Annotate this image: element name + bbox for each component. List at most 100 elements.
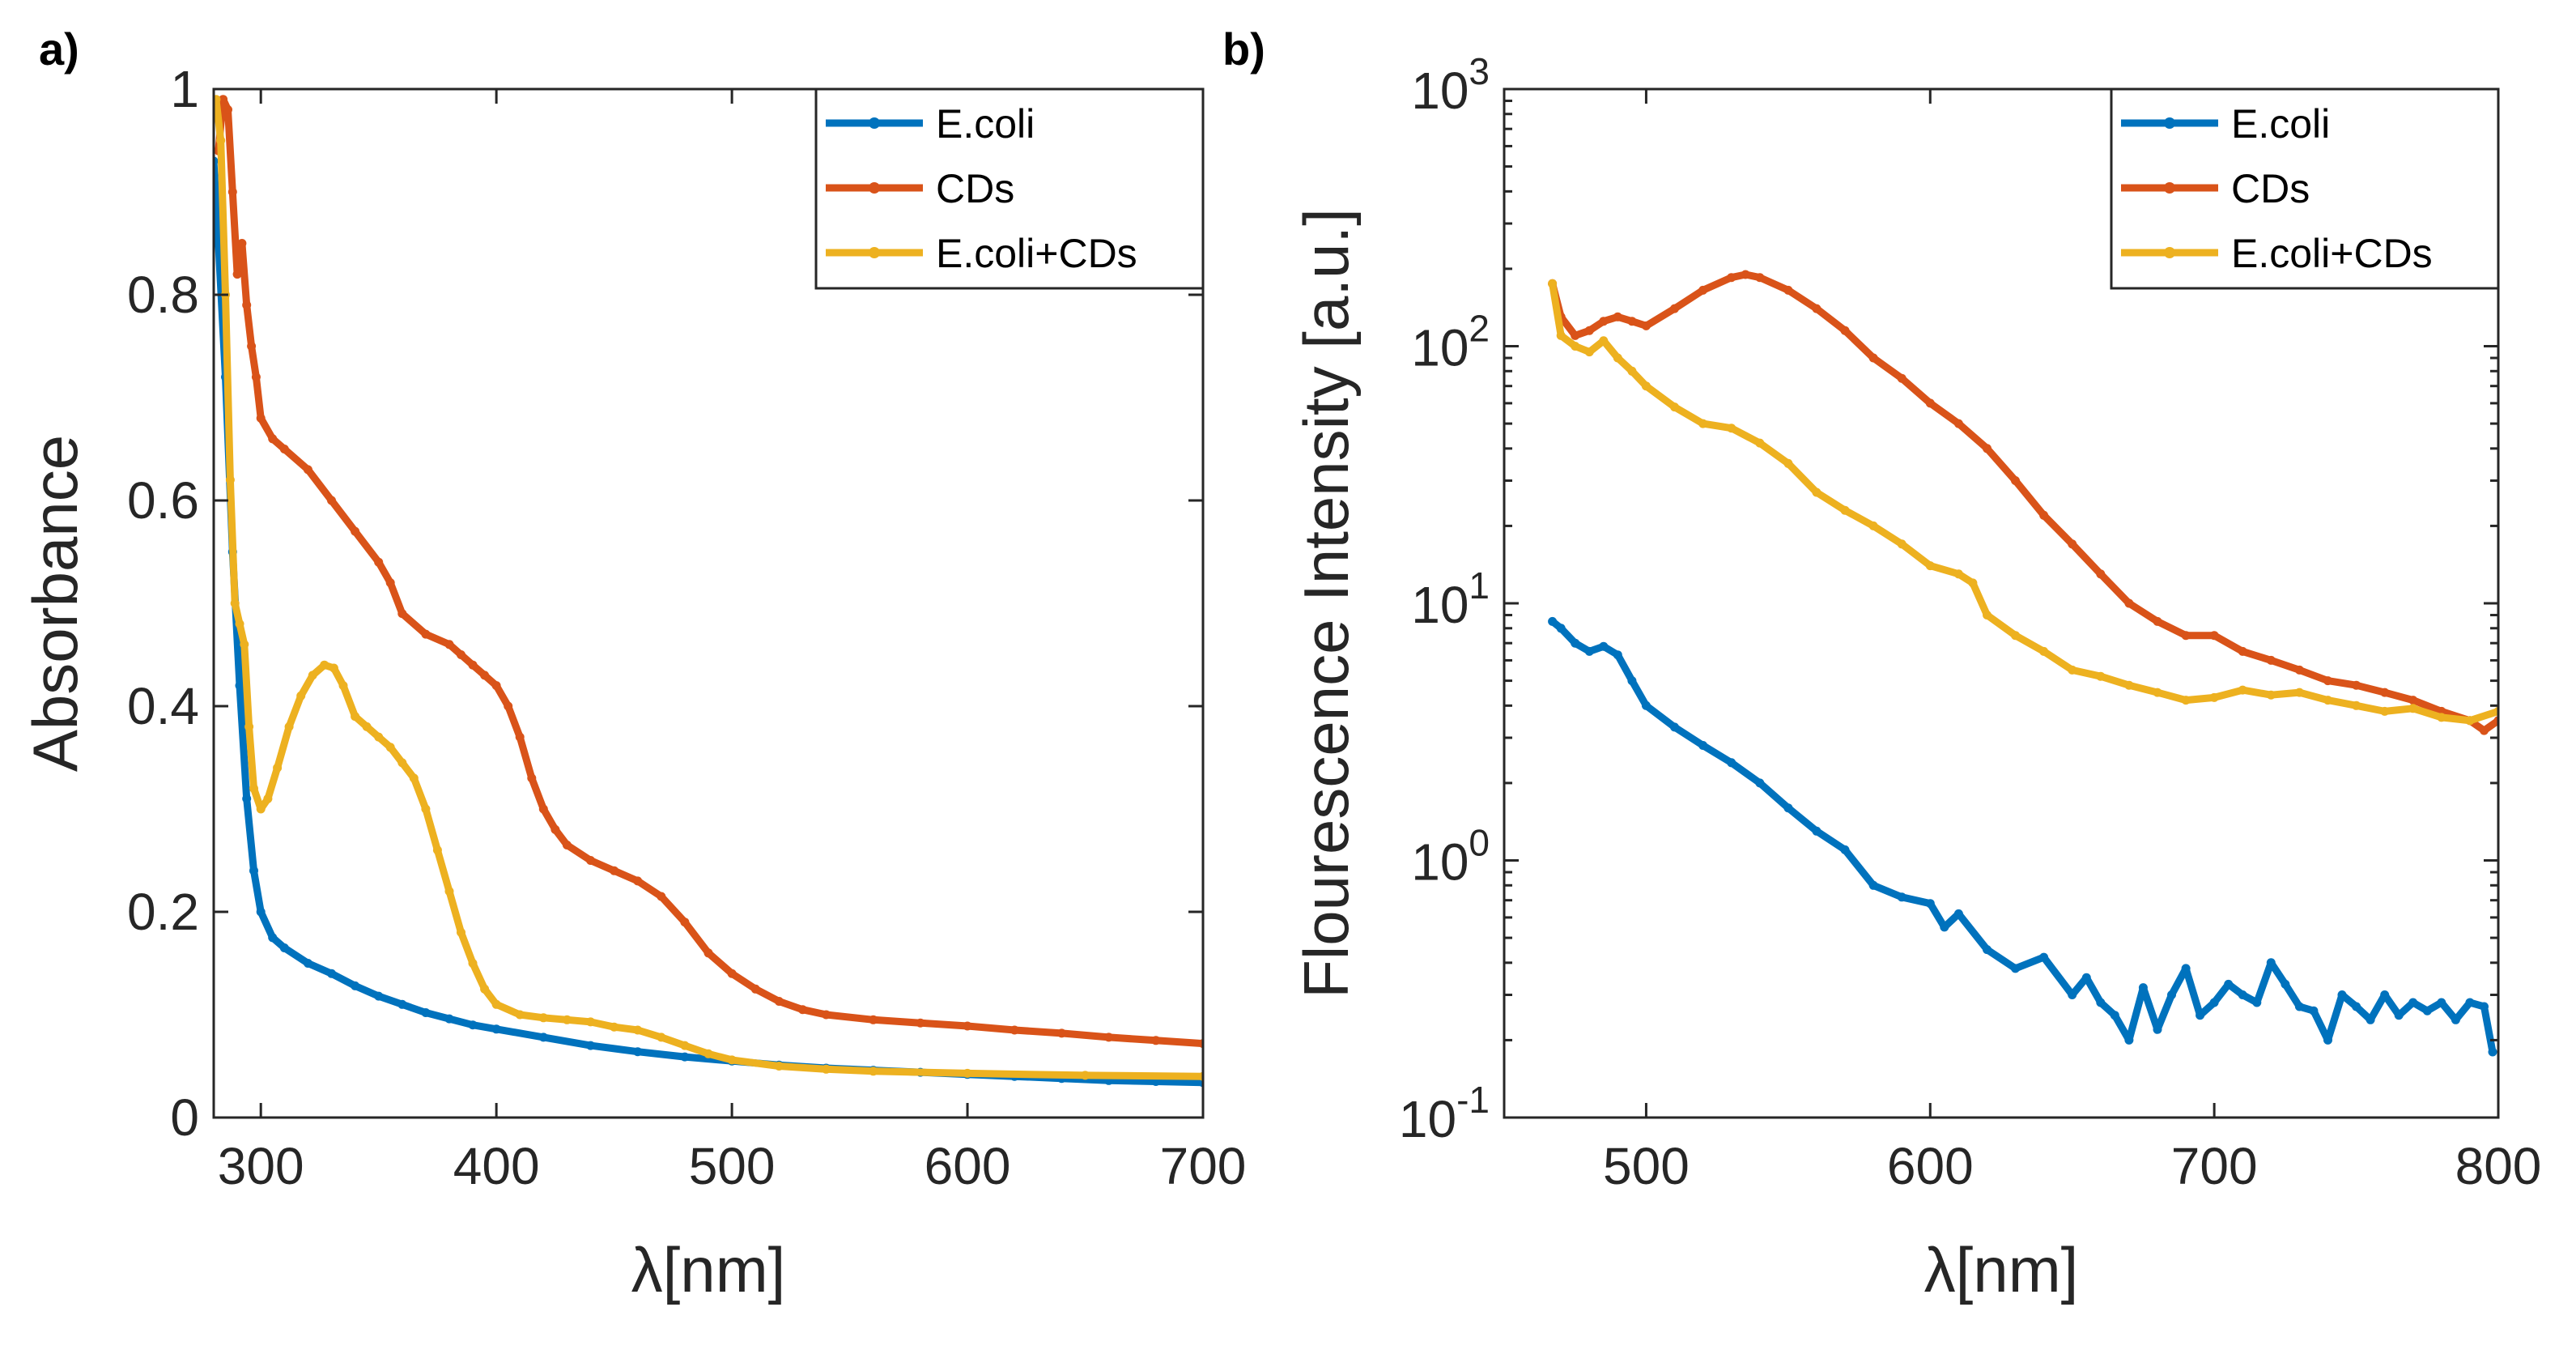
- panel-a-y-tick-label: 1: [170, 60, 199, 118]
- panel-a-series-2-point: [1081, 1071, 1090, 1080]
- panel-a-series-1-point: [750, 984, 760, 994]
- panel-a-series-2-point: [680, 1041, 690, 1050]
- panel-a-series-1-point: [237, 239, 247, 248]
- panel-a-series-0-point: [444, 1014, 454, 1024]
- panel-a-series-2-point: [704, 1049, 713, 1058]
- panel-b-series-0-point: [2422, 1006, 2432, 1016]
- panel-a-legend-marker-1: [869, 182, 880, 194]
- panel-a-x-tick-label: 500: [689, 1137, 776, 1195]
- panel-b-series-2-point: [2380, 706, 2390, 716]
- panel-b-series-1-point: [1641, 321, 1651, 330]
- panel-a-series-0-point: [256, 907, 266, 917]
- panel-a-series-2-point: [468, 959, 478, 968]
- panel-a-chart: a) Absorbance λ[nm] 300 400 500 600 700 0 0.2 0…: [19, 23, 1246, 1305]
- panel-b-series-1-point: [1783, 285, 1793, 295]
- panel-b-series-0-point: [2138, 983, 2148, 993]
- panel-b-series-0-point: [2408, 998, 2418, 1007]
- panel-a-series-1-point: [256, 413, 266, 423]
- panel-a-series-1-point: [916, 1018, 925, 1028]
- panel-b-series-1-point: [2124, 598, 2134, 608]
- panel-a-series-0-point: [235, 681, 244, 691]
- panel-b-legend-label-0: E.coli: [2231, 101, 2330, 147]
- panel-a-series-2-point: [562, 1015, 572, 1024]
- panel-a-series-2-point: [869, 1067, 878, 1076]
- panel-a-series-1-point: [680, 918, 690, 927]
- panel-b-series-2-point: [2266, 690, 2276, 700]
- panel-b-y-tick-label: 103: [1411, 50, 1490, 120]
- panel-a-series-2-point: [351, 712, 360, 722]
- panel-a-series-1-point: [327, 496, 336, 505]
- panel-b-series-1-point: [2294, 665, 2304, 675]
- panel-a-series-0-point: [397, 999, 407, 1009]
- panel-b-series-0-point: [1698, 741, 1708, 750]
- panel-b-series-0-point: [2252, 998, 2262, 1007]
- panel-a-series-1-point: [268, 434, 278, 444]
- panel-a-axes: 300 400 500 600 700 0 0.2 0.4 0.6 0.8 1: [127, 60, 1246, 1195]
- panel-b-series-2-point: [1670, 402, 1679, 412]
- panel-a-y-tick-label: 0.4: [127, 677, 199, 735]
- panel-b-series-2-point: [1641, 381, 1651, 391]
- panel-b-series-1-point: [2096, 569, 2106, 579]
- panel-a-series-2-point: [385, 743, 395, 752]
- panel-a-legend-marker-0: [869, 117, 880, 129]
- panel-b-series-0-point: [2352, 1002, 2361, 1011]
- panel-a-series-1-point: [538, 804, 548, 814]
- panel-b-series-2-point: [1897, 539, 1906, 549]
- panel-a-series-2-point: [273, 763, 283, 773]
- panel-b-series-2-point: [2124, 680, 2134, 690]
- panel-a-legend-label-1: CDs: [936, 166, 1014, 211]
- panel-a-series-1-point: [633, 876, 643, 886]
- panel-a-series-1-point: [457, 650, 465, 659]
- panel-a-series-2-point: [822, 1064, 831, 1074]
- panel-b-series-0-point: [1670, 722, 1679, 732]
- panel-a-series-0-point: [351, 981, 360, 990]
- panel-b-series-2-point: [1925, 561, 1935, 571]
- panel-b-axes: 500 600 700 800 10-1 100 101 102 103: [1399, 50, 2541, 1195]
- panel-a-y-tick-label: 0: [170, 1088, 199, 1147]
- panel-a-series-2-point: [633, 1025, 643, 1035]
- panel-a-series-0-point: [279, 943, 289, 952]
- panel-a-series-1-point: [822, 1010, 831, 1020]
- panel-b-x-tick-label: 800: [2455, 1137, 2542, 1195]
- panel-b-series-0-point: [1556, 624, 1566, 633]
- panel-b-series-0-point: [2181, 964, 2191, 973]
- panel-b-series-0-point: [2366, 1015, 2375, 1024]
- panel-b-legend-marker-2: [2164, 247, 2175, 258]
- panel-a-series-0-point: [586, 1041, 595, 1050]
- panel-a-series-1-point: [491, 681, 501, 691]
- panel-b-series-0-point: [1613, 650, 1622, 660]
- panel-a-series-1-point: [1151, 1036, 1161, 1045]
- panel-a-series-1-point: [727, 969, 737, 978]
- panel-b-series-0-point: [1627, 676, 1637, 686]
- panel-a-series-1-point: [1104, 1033, 1114, 1042]
- panel-b-series-0-point: [2337, 990, 2347, 999]
- panel-b-series-2-point: [1571, 342, 1580, 351]
- panel-b-series-2-point: [1953, 569, 1963, 579]
- panel-b-legend-label-2: E.coli+CDs: [2231, 231, 2433, 276]
- panel-a-series-2-point: [225, 475, 235, 485]
- panel-a-x-axis-label: λ[nm]: [631, 1234, 786, 1305]
- panel-a-series-1-point: [480, 671, 490, 680]
- panel-b-series-0-point: [2167, 990, 2176, 999]
- panel-a-y-tick-label: 0.8: [127, 266, 199, 324]
- panel-b-series-1-point: [1571, 330, 1580, 340]
- panel-a-series-2-point: [432, 845, 442, 855]
- panel-a-series-1-point: [351, 526, 360, 536]
- panel-b-series-1-point: [1741, 270, 1750, 279]
- panel-b-series-2-point: [2352, 700, 2361, 710]
- panel-a-series-2-point: [308, 671, 317, 680]
- panel-b-series-0-point: [1840, 845, 1850, 854]
- panel-b-series-1-point: [2153, 616, 2162, 626]
- panel-b-series-0-point: [1755, 778, 1765, 788]
- panel-a-series-2-point: [240, 640, 249, 649]
- panel-a-series-2-point: [491, 999, 501, 1009]
- panel-b-series-2-point: [1968, 578, 1978, 588]
- panel-a-legend-marker-2: [869, 247, 880, 258]
- panel-a-series-1-point: [251, 373, 261, 382]
- panel-b-series-0-point: [2309, 1006, 2319, 1016]
- panel-a-series-1-point: [704, 948, 713, 958]
- panel-b-series-1-point: [2181, 631, 2191, 641]
- panel-b-series-2-point: [1783, 458, 1793, 468]
- panel-a-series-2-point: [774, 1062, 784, 1071]
- panel-a-series-2-point: [235, 619, 244, 628]
